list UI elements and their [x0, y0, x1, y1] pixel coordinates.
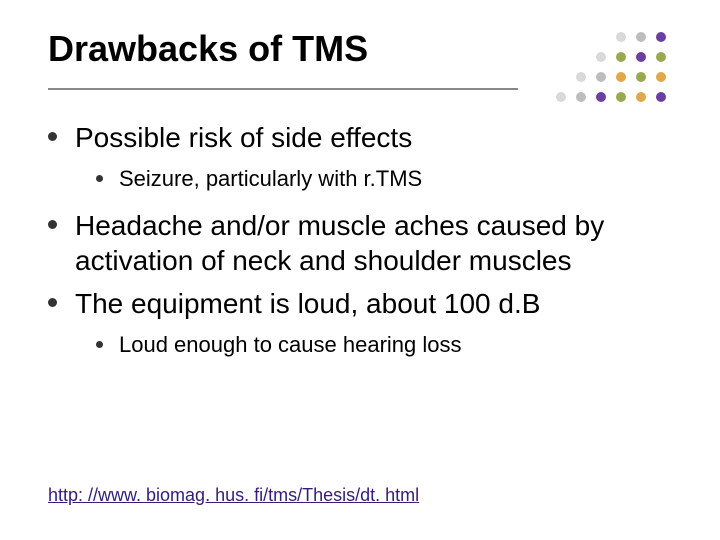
decorative-dot — [656, 32, 666, 42]
decorative-dot-grid — [556, 32, 676, 112]
bullet-icon — [48, 298, 57, 307]
decorative-dot — [636, 72, 646, 82]
decorative-dot — [596, 92, 606, 102]
title-row: Drawbacks of TMS — [48, 28, 680, 98]
bullet-text: Headache and/or muscle aches caused by a… — [75, 208, 680, 278]
bullet-item: The equipment is loud, about 100 d.B Lou… — [48, 286, 680, 360]
decorative-dot — [616, 92, 626, 102]
decorative-dot — [576, 92, 586, 102]
decorative-dot — [616, 52, 626, 62]
decorative-dot — [656, 92, 666, 102]
decorative-dot — [656, 52, 666, 62]
bullet-text: Possible risk of side effects — [75, 120, 412, 155]
decorative-dot — [656, 72, 666, 82]
decorative-dot — [636, 52, 646, 62]
sub-bullet-text: Loud enough to cause hearing loss — [119, 331, 461, 360]
content-area: Possible risk of side effects Seizure, p… — [48, 120, 680, 359]
title-underline — [48, 88, 518, 90]
bullet-icon — [48, 220, 57, 229]
decorative-dot — [636, 32, 646, 42]
bullet-icon — [96, 175, 103, 182]
decorative-dot — [616, 72, 626, 82]
decorative-dot — [636, 92, 646, 102]
decorative-dot — [596, 72, 606, 82]
bullet-item: Headache and/or muscle aches caused by a… — [48, 208, 680, 278]
bullet-icon — [48, 132, 57, 141]
bullet-icon — [96, 341, 103, 348]
decorative-dot — [576, 72, 586, 82]
decorative-dot — [616, 32, 626, 42]
bullet-text: The equipment is loud, about 100 d.B — [75, 286, 540, 321]
decorative-dot — [596, 52, 606, 62]
citation-link[interactable]: http: //www. biomag. hus. fi/tms/Thesis/… — [48, 485, 419, 506]
decorative-dot — [556, 92, 566, 102]
sub-bullet-item: Loud enough to cause hearing loss — [96, 331, 680, 360]
sub-bullet-text: Seizure, particularly with r.TMS — [119, 165, 422, 194]
sub-bullet-item: Seizure, particularly with r.TMS — [96, 165, 680, 194]
bullet-item: Possible risk of side effects Seizure, p… — [48, 120, 680, 194]
